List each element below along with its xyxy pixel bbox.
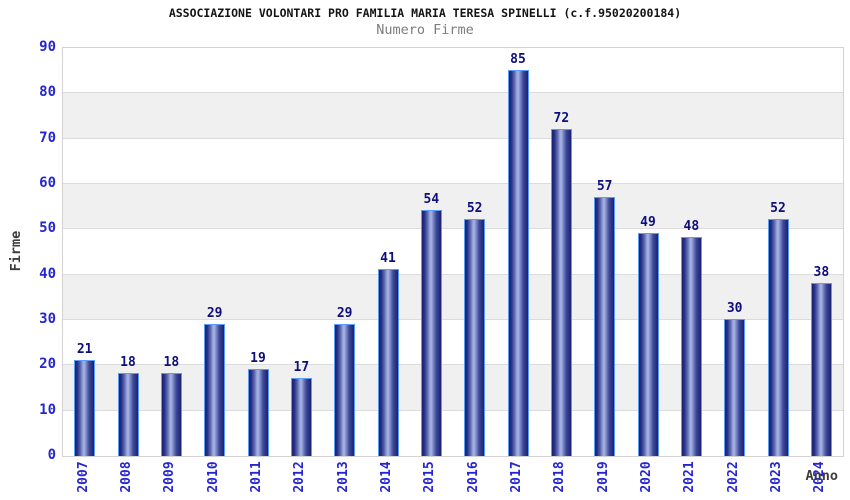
y-tick-label: 80	[39, 84, 56, 101]
bar-value-label: 18	[163, 355, 180, 371]
grid-band	[63, 229, 843, 275]
gridline	[63, 273, 843, 275]
gridline	[63, 137, 843, 139]
gridline	[63, 364, 843, 366]
x-tick-label: 2012	[292, 461, 308, 493]
x-tick-label: 2013	[335, 461, 351, 493]
bar-2020	[637, 232, 659, 456]
x-tick-label: 2021	[682, 461, 698, 493]
bar-value-label: 18	[120, 355, 136, 371]
grid-band	[63, 320, 843, 366]
x-tick-label: 2023	[769, 461, 784, 493]
y-tick-label: 70	[39, 129, 56, 146]
y-tick-label: 50	[39, 220, 56, 237]
bar-2009	[160, 373, 182, 456]
bar-value-label: 29	[336, 305, 353, 321]
x-tick-label: 2015	[422, 461, 438, 493]
x-tick-label: 2014	[379, 461, 394, 493]
bar-value-label: 49	[640, 214, 656, 230]
x-tick-label: 2022	[725, 461, 741, 493]
y-tick-label: 10	[39, 401, 56, 418]
bar-2018	[550, 128, 572, 456]
grid-band	[63, 138, 843, 184]
bar-2008	[117, 373, 139, 456]
bar-value-label: 52	[770, 201, 786, 217]
gridline	[63, 92, 843, 94]
x-axis-title: Anno	[805, 468, 838, 484]
bar-2016	[464, 219, 486, 456]
gridline	[63, 319, 843, 320]
grid-band	[63, 48, 843, 94]
y-axis-title: Firme	[8, 230, 24, 272]
gridline	[63, 228, 843, 230]
bar-value-label: 38	[813, 264, 830, 280]
bar-2010	[204, 323, 226, 456]
bar-value-label: 52	[466, 201, 483, 217]
bar-2013	[334, 323, 356, 456]
bar-2017	[507, 69, 529, 456]
x-tick-label: 2007	[75, 461, 91, 493]
bar-2014	[377, 269, 399, 456]
x-tick-label: 2019	[595, 461, 611, 493]
grid-band	[63, 365, 843, 411]
bar-value-label: 17	[293, 359, 310, 375]
x-tick-label: 2009	[162, 461, 178, 493]
gridline	[63, 183, 843, 184]
bar-2022	[724, 319, 746, 456]
bar-2021	[680, 237, 702, 456]
y-tick-label: 30	[39, 311, 56, 327]
y-tick-label: 40	[39, 265, 56, 282]
bar-value-label: 54	[423, 192, 440, 208]
bar-2007	[74, 359, 96, 456]
bar-2023	[767, 219, 789, 456]
grid-band	[63, 274, 843, 320]
gridline	[63, 409, 843, 411]
bar-value-label: 48	[683, 219, 700, 235]
y-tick-label: 0	[47, 447, 56, 463]
x-tick-label: 2018	[552, 461, 568, 493]
grid-band	[63, 410, 843, 456]
bar-value-label: 57	[596, 178, 613, 194]
bar-2015	[420, 210, 442, 456]
chart-subtitle: Numero Firme	[376, 22, 474, 38]
y-tick-label: 60	[39, 175, 56, 191]
bar-value-label: 19	[250, 350, 266, 366]
bar-value-label: 21	[76, 341, 93, 357]
chart-title: ASSOCIAZIONE VOLONTARI PRO FAMILIA MARIA…	[168, 6, 682, 20]
x-tick-label: 2010	[205, 461, 221, 493]
grid-band	[63, 93, 843, 139]
bar-value-label: 72	[553, 110, 570, 126]
bar-value-label: 30	[726, 301, 743, 316]
x-tick-label: 2017	[509, 461, 524, 493]
bar-2012	[290, 377, 312, 456]
bar-2024	[810, 282, 832, 456]
y-tick-label: 20	[39, 356, 56, 373]
grid-band	[63, 184, 843, 230]
bar-2019	[594, 196, 616, 456]
bar-value-label: 29	[206, 305, 223, 321]
x-tick-label: 2020	[639, 461, 654, 493]
bar-2011	[247, 368, 269, 456]
x-tick-label: 2016	[465, 461, 481, 493]
x-tick-label: 2008	[119, 461, 134, 493]
bar-value-label: 41	[380, 251, 396, 267]
x-tick-label: 2011	[249, 461, 264, 493]
plot-area: 21 18 18 29 19 17 29 41 54 52 85 72 57 49 48 30 52 38	[62, 47, 844, 457]
bar-value-label: 85	[510, 51, 526, 67]
y-tick-label: 90	[39, 39, 56, 55]
